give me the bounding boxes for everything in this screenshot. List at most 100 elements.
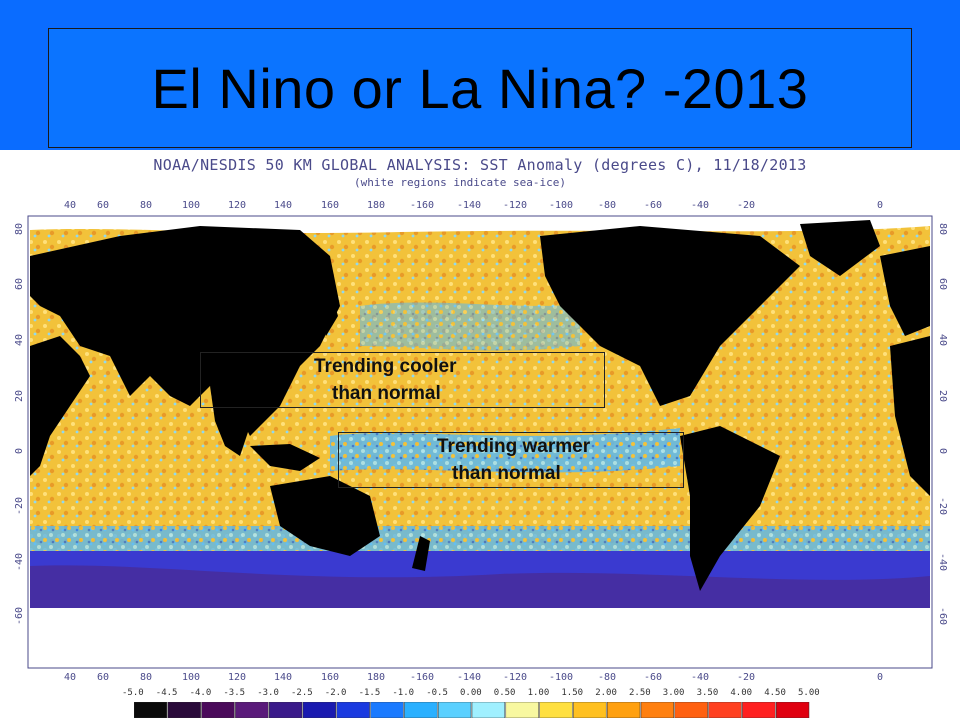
legend-swatch <box>539 702 573 718</box>
lat-tick-label: 0 <box>937 448 948 454</box>
lon-tick-label: 80 <box>140 672 152 683</box>
legend-label: 0.50 <box>493 688 516 698</box>
lon-tick-label: 40 <box>64 672 76 683</box>
lat-tick-label: -40 <box>937 553 948 571</box>
slide-title: El Nino or La Nina? -2013 <box>151 56 809 120</box>
lat-tick-label: 0 <box>14 448 25 454</box>
legend-swatch <box>505 702 539 718</box>
legend-swatch <box>708 702 742 718</box>
lon-tick-label: 100 <box>182 200 200 211</box>
lon-tick-label: 40 <box>64 200 76 211</box>
annotation-warmer-line2: than normal <box>452 463 561 484</box>
lon-tick-label: -40 <box>691 200 709 211</box>
legend-label: 4.50 <box>764 688 786 698</box>
lon-tick-label: -20 <box>737 200 755 211</box>
legend-label: 1.00 <box>527 688 550 698</box>
legend-swatch <box>302 702 337 718</box>
map-subtitle: (white regions indicate sea-ice) <box>354 176 566 189</box>
legend-swatch <box>742 702 776 718</box>
lon-tick-label: -100 <box>549 672 573 683</box>
lat-tick-label: 80 <box>937 223 948 235</box>
sst-anomaly-map: 40 60 80 100 120 140 160 180 -160 -140 -… <box>14 200 948 683</box>
land-australia <box>270 476 380 556</box>
land-maritime-se-asia <box>250 444 320 471</box>
land-indochina <box>210 386 250 456</box>
lon-tick-label: 180 <box>367 672 385 683</box>
land-africa <box>30 336 90 476</box>
legend-swatch <box>370 702 404 718</box>
lon-tick-label: 140 <box>274 200 292 211</box>
sea-ice-south <box>30 608 930 666</box>
ocean-cool-band-equatorial <box>330 428 680 473</box>
land-japan <box>320 296 338 336</box>
lat-axis-right: 80 60 40 20 0 -20 -40 -60 <box>937 223 948 625</box>
southern-ocean-purple <box>30 565 930 608</box>
lat-tick-label: 20 <box>14 390 25 402</box>
land-europe-west <box>880 246 930 336</box>
lon-tick-label: -80 <box>598 200 616 211</box>
lon-tick-label: 80 <box>140 200 152 211</box>
legend-swatch <box>336 702 370 718</box>
lon-tick-label: -60 <box>644 200 662 211</box>
lon-tick-label: -140 <box>457 672 481 683</box>
lon-tick-label: -140 <box>457 200 481 211</box>
lon-tick-label: -160 <box>410 200 434 211</box>
legend-labels: -5.0 -4.5 -4.0 -3.5 -3.0 -2.5 -2.0 -1.5 -1.0 -0.5… <box>122 688 828 700</box>
lon-tick-label: 160 <box>321 200 339 211</box>
land-new-zealand <box>412 536 430 571</box>
annotation-box-cooler <box>200 352 605 408</box>
lon-tick-label: -20 <box>737 672 755 683</box>
lat-tick-label: 40 <box>937 334 948 346</box>
legend-label: -1.5 <box>358 688 381 698</box>
lon-tick-label: -160 <box>410 672 434 683</box>
legend-swatch <box>201 702 235 718</box>
lon-tick-label: -60 <box>644 672 662 683</box>
land-north-america <box>540 226 800 406</box>
lon-axis-bottom: 40 60 80 100 120 140 160 180 -160 -140 -… <box>64 672 883 683</box>
lat-tick-label: -20 <box>937 497 948 515</box>
land-south-america <box>680 426 780 591</box>
lat-axis-left: 80 60 40 20 0 -20 -40 -60 <box>14 223 25 625</box>
lon-tick-label: 180 <box>367 200 385 211</box>
lon-tick-label: 60 <box>97 200 109 211</box>
annotation-cooler-line1: Trending cooler <box>314 356 457 377</box>
legend-label: 1.50 <box>561 688 584 698</box>
legend-swatch <box>437 702 472 718</box>
title-band: El Nino or La Nina? -2013 <box>0 0 960 150</box>
map-title: NOAA/NESDIS 50 KM GLOBAL ANALYSIS: SST A… <box>153 156 807 174</box>
lon-tick-label: 0 <box>877 672 883 683</box>
lat-tick-label: 60 <box>937 278 948 290</box>
lon-tick-label: 140 <box>274 672 292 683</box>
lat-tick-label: 60 <box>14 278 25 290</box>
legend-label: 3.50 <box>696 688 719 698</box>
legend-swatch <box>640 702 675 718</box>
legend-swatch <box>134 702 168 718</box>
legend-label: 4.00 <box>730 688 753 698</box>
legend-label: -4.0 <box>189 688 212 698</box>
legend-label: 3.00 <box>662 688 685 698</box>
legend-label: -2.5 <box>291 688 313 698</box>
legend-label: -0.5 <box>426 688 448 698</box>
legend-swatch <box>167 702 201 718</box>
lon-tick-label: -100 <box>549 200 573 211</box>
annotation-cooler-line2: than normal <box>332 383 441 404</box>
legend-label: -3.0 <box>257 688 279 698</box>
legend-label: -2.0 <box>324 688 347 698</box>
land-africa-east <box>890 336 930 496</box>
annotation-warmer-line1: Trending warmer <box>437 436 591 457</box>
lon-axis-top: 40 60 80 100 120 140 160 180 -160 -140 -… <box>64 200 883 211</box>
land-greenland <box>800 220 880 276</box>
lat-tick-label: -40 <box>14 553 25 571</box>
ocean-cool-band-north <box>360 302 580 351</box>
lat-tick-label: -60 <box>14 607 25 625</box>
legend-swatch <box>775 702 810 718</box>
title-box: El Nino or La Nina? -2013 <box>48 28 912 148</box>
lat-tick-label: 20 <box>937 390 948 402</box>
lat-tick-label: 80 <box>14 223 25 235</box>
legend-label: 0.00 <box>460 688 482 698</box>
legend-colorbar <box>134 702 810 718</box>
legend-swatch <box>573 702 607 718</box>
legend-label: 2.00 <box>595 688 617 698</box>
lon-tick-label: 60 <box>97 672 109 683</box>
legend-swatch <box>674 702 708 718</box>
